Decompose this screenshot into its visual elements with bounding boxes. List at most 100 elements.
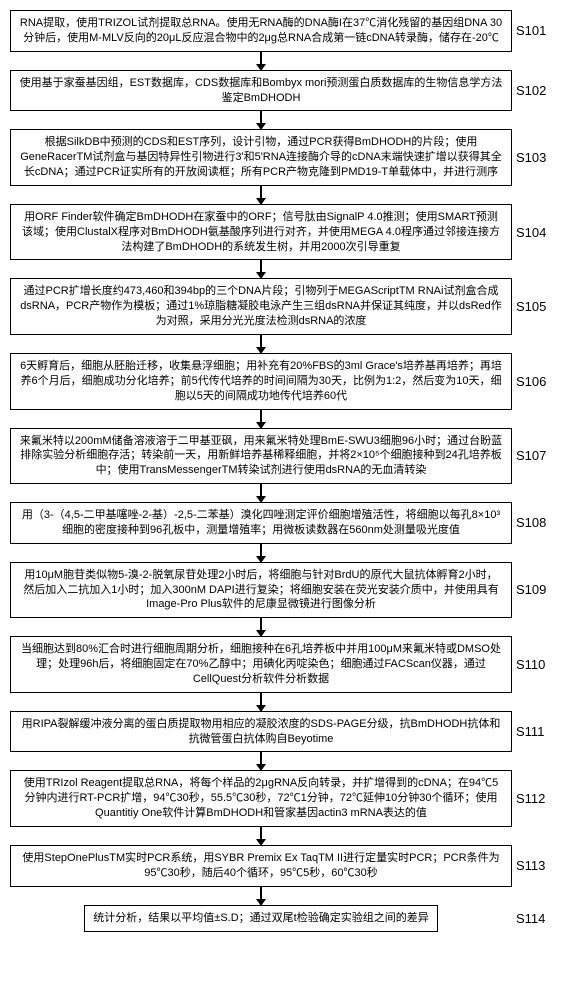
flow-step-box: 用ORF Finder软件确定BmDHODH在家蚕中的ORF；信号肽由Signa… bbox=[10, 204, 512, 261]
flow-connector-row bbox=[10, 410, 566, 428]
flow-connector-row bbox=[10, 186, 566, 204]
flow-connector bbox=[10, 544, 512, 562]
connector-spacer bbox=[516, 752, 566, 770]
flow-step-row: 使用基于家蚕基因组，EST数据库，CDS数据库和Bombyx mori预测蛋白质… bbox=[10, 70, 566, 112]
connector-spacer bbox=[516, 827, 566, 845]
connector-spacer bbox=[516, 335, 566, 353]
flow-step-box: RNA提取，使用TRIZOL试剂提取总RNA。使用无RNA酶的DNA酶I在37℃… bbox=[10, 10, 512, 52]
flow-connector-row bbox=[10, 260, 566, 278]
arrow-down-icon bbox=[260, 410, 262, 428]
flow-connector-row bbox=[10, 752, 566, 770]
connector-spacer bbox=[516, 260, 566, 278]
flow-box-wrap: 使用TRIzol Reagent提取总RNA，将每个样品的2μgRNA反向转录，… bbox=[10, 770, 512, 827]
connector-spacer bbox=[516, 693, 566, 711]
flow-box-wrap: 使用基于家蚕基因组，EST数据库，CDS数据库和Bombyx mori预测蛋白质… bbox=[10, 70, 512, 112]
flow-step-row: 根据SilkDB中预测的CDS和EST序列，设计引物，通过PCR获得BmDHOD… bbox=[10, 129, 566, 186]
flow-step-label: S109 bbox=[516, 582, 566, 597]
flow-connector-row bbox=[10, 484, 566, 502]
connector-spacer bbox=[516, 618, 566, 636]
flow-connector-row bbox=[10, 887, 566, 905]
flow-step-row: 当细胞达到80%汇合时进行细胞周期分析，细胞接种在6孔培养板中并用100μM来氟… bbox=[10, 636, 566, 693]
flow-step-row: 使用StepOnePlusTM实时PCR系统，用SYBR Premix Ex T… bbox=[10, 845, 566, 887]
flow-step-row: 用RIPA裂解缓冲液分离的蛋白质提取物用相应的凝胶浓度的SDS-PAGE分级，抗… bbox=[10, 711, 566, 753]
flow-step-label: S114 bbox=[516, 911, 566, 926]
flow-connector-row bbox=[10, 544, 566, 562]
flow-step-label: S102 bbox=[516, 83, 566, 98]
flow-step-box: 用（3-（4,5-二甲基噻唑-2-基）-2,5-二苯基）溴化四唑测定评价细胞增殖… bbox=[10, 502, 512, 544]
flow-connector bbox=[10, 335, 512, 353]
flow-step-label: S103 bbox=[516, 150, 566, 165]
flow-box-wrap: 使用StepOnePlusTM实时PCR系统，用SYBR Premix Ex T… bbox=[10, 845, 512, 887]
flow-step-box: 用10μM胞苷类似物5-溴-2-脱氧尿苷处理2小时后，将细胞与针对BrdU的原代… bbox=[10, 562, 512, 619]
connector-line bbox=[260, 827, 262, 839]
arrow-down-icon bbox=[260, 827, 262, 845]
flow-step-row: 使用TRIzol Reagent提取总RNA，将每个样品的2μgRNA反向转录，… bbox=[10, 770, 566, 827]
connector-spacer bbox=[516, 52, 566, 70]
flow-connector bbox=[10, 111, 512, 129]
flow-connector-row bbox=[10, 618, 566, 636]
flow-step-row: 用10μM胞苷类似物5-溴-2-脱氧尿苷处理2小时后，将细胞与针对BrdU的原代… bbox=[10, 562, 566, 619]
flow-step-row: 6天孵育后，细胞从胚胎迁移，收集悬浮细胞；用补充有20%FBS的3ml Grac… bbox=[10, 353, 566, 410]
connector-spacer bbox=[516, 410, 566, 428]
flow-connector-row bbox=[10, 335, 566, 353]
flow-box-wrap: 来氟米特以200mM储备溶液溶于二甲基亚砜，用来氟米特处理BmE-SWU3细胞9… bbox=[10, 428, 512, 485]
flow-step-label: S110 bbox=[516, 657, 566, 672]
flow-step-label: S113 bbox=[516, 858, 566, 873]
connector-line bbox=[260, 484, 262, 496]
flow-step-box: 用RIPA裂解缓冲液分离的蛋白质提取物用相应的凝胶浓度的SDS-PAGE分级，抗… bbox=[10, 711, 512, 753]
connector-line bbox=[260, 618, 262, 630]
flow-step-box: 来氟米特以200mM储备溶液溶于二甲基亚砜，用来氟米特处理BmE-SWU3细胞9… bbox=[10, 428, 512, 485]
connector-line bbox=[260, 752, 262, 764]
connector-line bbox=[260, 410, 262, 422]
arrow-down-icon bbox=[260, 52, 262, 70]
flow-step-label: S105 bbox=[516, 299, 566, 314]
flow-step-label: S107 bbox=[516, 448, 566, 463]
flow-connector bbox=[10, 410, 512, 428]
flow-step-box: 6天孵育后，细胞从胚胎迁移，收集悬浮细胞；用补充有20%FBS的3ml Grac… bbox=[10, 353, 512, 410]
arrow-down-icon bbox=[260, 484, 262, 502]
connector-line bbox=[260, 52, 262, 64]
flow-box-wrap: 6天孵育后，细胞从胚胎迁移，收集悬浮细胞；用补充有20%FBS的3ml Grac… bbox=[10, 353, 512, 410]
flow-connector bbox=[10, 752, 512, 770]
flow-step-label: S104 bbox=[516, 225, 566, 240]
flowchart-container: RNA提取，使用TRIZOL试剂提取总RNA。使用无RNA酶的DNA酶I在37℃… bbox=[10, 10, 566, 932]
arrow-down-icon bbox=[260, 544, 262, 562]
flow-box-wrap: 用ORF Finder软件确定BmDHODH在家蚕中的ORF；信号肽由Signa… bbox=[10, 204, 512, 261]
connector-spacer bbox=[516, 484, 566, 502]
connector-line bbox=[260, 693, 262, 705]
flow-connector bbox=[10, 693, 512, 711]
flow-connector bbox=[10, 887, 512, 905]
arrow-down-icon bbox=[260, 260, 262, 278]
arrow-down-icon bbox=[260, 111, 262, 129]
flow-connector bbox=[10, 260, 512, 278]
connector-line bbox=[260, 260, 262, 272]
connector-line bbox=[260, 335, 262, 347]
flow-step-box: 统计分析，结果以平均值±S.D；通过双尾t检验确定实验组之间的差异 bbox=[84, 905, 437, 932]
flow-connector bbox=[10, 618, 512, 636]
connector-line bbox=[260, 186, 262, 198]
flow-step-box: 当细胞达到80%汇合时进行细胞周期分析，细胞接种在6孔培养板中并用100μM来氟… bbox=[10, 636, 512, 693]
connector-spacer bbox=[516, 186, 566, 204]
flow-box-wrap: 用（3-（4,5-二甲基噻唑-2-基）-2,5-二苯基）溴化四唑测定评价细胞增殖… bbox=[10, 502, 512, 544]
flow-connector-row bbox=[10, 693, 566, 711]
flow-step-box: 使用TRIzol Reagent提取总RNA，将每个样品的2μgRNA反向转录，… bbox=[10, 770, 512, 827]
flow-box-wrap: 用RIPA裂解缓冲液分离的蛋白质提取物用相应的凝胶浓度的SDS-PAGE分级，抗… bbox=[10, 711, 512, 753]
flow-step-row: 通过PCR扩增长度约473,460和394bp的三个DNA片段；引物列于MEGA… bbox=[10, 278, 566, 335]
flow-step-box: 通过PCR扩增长度约473,460和394bp的三个DNA片段；引物列于MEGA… bbox=[10, 278, 512, 335]
flow-box-wrap: 用10μM胞苷类似物5-溴-2-脱氧尿苷处理2小时后，将细胞与针对BrdU的原代… bbox=[10, 562, 512, 619]
arrow-down-icon bbox=[260, 618, 262, 636]
arrow-down-icon bbox=[260, 752, 262, 770]
flow-connector-row bbox=[10, 827, 566, 845]
connector-spacer bbox=[516, 544, 566, 562]
arrow-down-icon bbox=[260, 693, 262, 711]
flow-step-box: 使用StepOnePlusTM实时PCR系统，用SYBR Premix Ex T… bbox=[10, 845, 512, 887]
flow-step-label: S112 bbox=[516, 791, 566, 806]
connector-spacer bbox=[516, 887, 566, 905]
flow-step-row: RNA提取，使用TRIZOL试剂提取总RNA。使用无RNA酶的DNA酶I在37℃… bbox=[10, 10, 566, 52]
flow-box-wrap: 根据SilkDB中预测的CDS和EST序列，设计引物，通过PCR获得BmDHOD… bbox=[10, 129, 512, 186]
connector-line bbox=[260, 544, 262, 556]
flow-connector bbox=[10, 484, 512, 502]
flow-connector-row bbox=[10, 52, 566, 70]
flow-box-wrap: RNA提取，使用TRIZOL试剂提取总RNA。使用无RNA酶的DNA酶I在37℃… bbox=[10, 10, 512, 52]
flow-step-row: 用ORF Finder软件确定BmDHODH在家蚕中的ORF；信号肽由Signa… bbox=[10, 204, 566, 261]
